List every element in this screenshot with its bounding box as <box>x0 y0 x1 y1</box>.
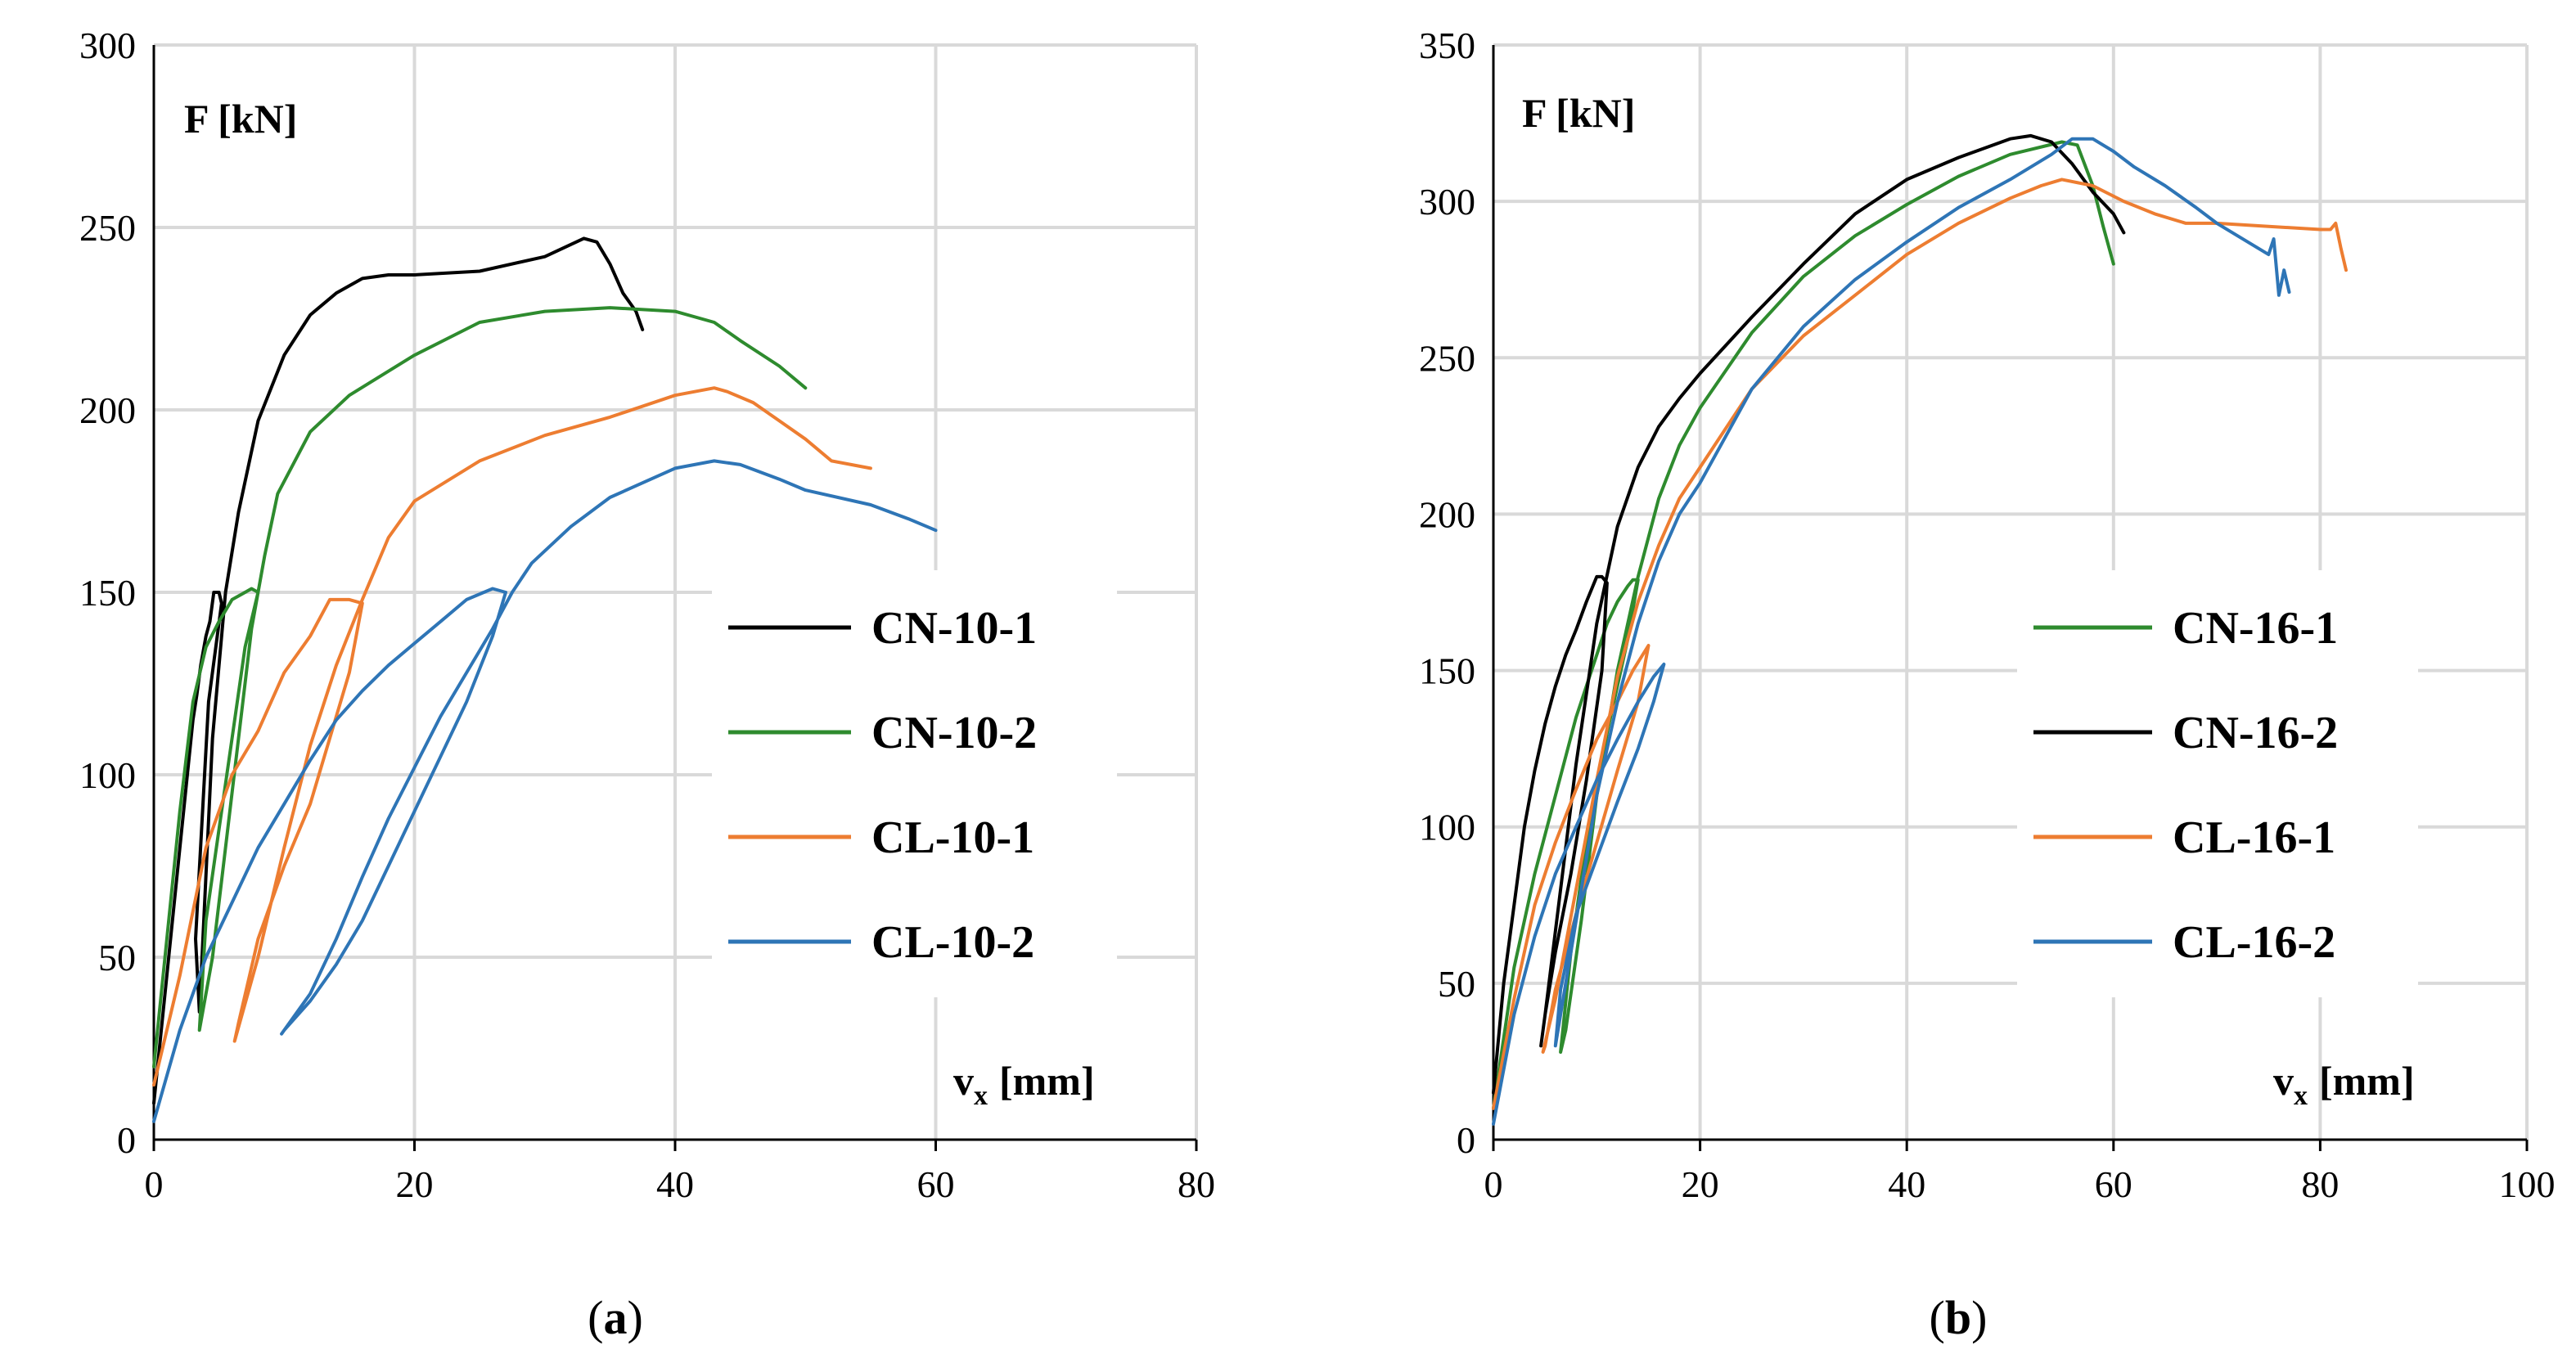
legend-label: CN-10-2 <box>871 708 1037 758</box>
series-line-cl-16-2 <box>1492 137 2291 1126</box>
tick-labels: 0 20 40 60 80 100 0 50 100 150 200 250 300 350 <box>1419 25 2556 1205</box>
y-axis-label: F [kN] <box>1522 90 1635 136</box>
series-line-cl-10-1 <box>152 386 872 1087</box>
y-tick-label: 100 <box>79 754 136 796</box>
tick-labels: 0 20 40 60 80 0 50 100 150 200 250 300 <box>79 25 1215 1205</box>
x-tick-label: 0 <box>145 1163 164 1205</box>
series-line-cl-10-2 <box>152 459 938 1123</box>
y-tick-label: 250 <box>79 207 136 249</box>
x-axis-label-main: v <box>953 1058 974 1104</box>
y-axis-label: F [kN] <box>184 96 297 142</box>
x-axis-label-unit: [mm] <box>2319 1058 2415 1104</box>
y-tick-label: 0 <box>1457 1119 1475 1161</box>
series-line-cl-16-1 <box>1492 178 2348 1110</box>
x-tick-label: 60 <box>917 1163 955 1205</box>
x-axis-label-sub: x <box>974 1081 988 1111</box>
legend-label: CN-16-2 <box>2173 708 2338 758</box>
x-axis-label-main: v <box>2273 1058 2294 1104</box>
legend-label: CN-16-1 <box>2173 603 2338 654</box>
legend-label: CL-16-2 <box>2173 917 2335 968</box>
y-tick-label: 50 <box>1438 963 1475 1005</box>
y-tick-label: 350 <box>1419 25 1475 66</box>
series-line-cn-16-2 <box>1492 133 2126 1095</box>
y-tick-label: 150 <box>1419 650 1475 692</box>
panel-caption-a: (a) <box>588 1291 643 1344</box>
legend-label: CL-10-1 <box>871 812 1034 863</box>
legend-label: CN-10-1 <box>871 603 1037 654</box>
y-tick-label: 200 <box>1419 493 1475 535</box>
x-axis-label-unit: [mm] <box>999 1058 1095 1104</box>
x-tick-label: 0 <box>1484 1163 1503 1205</box>
y-tick-label: 150 <box>79 572 136 614</box>
panel-caption-b-letter: b <box>1945 1291 1971 1344</box>
y-tick-label: 250 <box>1419 337 1475 379</box>
series-line-cn-10-1 <box>152 236 645 1105</box>
series-line-cn-10-2 <box>152 306 808 1068</box>
y-tick-label: 50 <box>98 937 136 978</box>
chart-panel-b: 0 20 40 60 80 100 0 50 100 150 200 250 300 350 F [kN]… <box>1419 25 2556 1344</box>
legend-label: CL-10-2 <box>871 917 1034 968</box>
x-axis-label-sub: x <box>2294 1081 2308 1111</box>
series-lines <box>152 236 938 1123</box>
x-axis-label: vx [mm] <box>953 1058 1095 1111</box>
y-tick-label: 300 <box>1419 181 1475 223</box>
series-lines <box>1492 133 2348 1126</box>
legend: CN-16-1 CN-16-2 CL-16-1 CL-16-2 <box>2017 570 2418 997</box>
legend-label: CL-16-1 <box>2173 812 2335 863</box>
x-tick-label: 100 <box>2499 1163 2556 1205</box>
y-tick-label: 0 <box>117 1119 136 1161</box>
x-tick-label: 20 <box>1682 1163 1719 1205</box>
x-tick-label: 60 <box>2095 1163 2132 1205</box>
y-tick-label: 300 <box>79 25 136 66</box>
legend-background <box>2017 570 2418 997</box>
x-tick-label: 80 <box>2301 1163 2339 1205</box>
y-tick-label: 100 <box>1419 807 1475 848</box>
x-axis-label: vx [mm] <box>2273 1058 2415 1111</box>
chart-panel-a: 0 20 40 60 80 0 50 100 150 200 250 300 F [kN] vx [mm… <box>79 25 1215 1344</box>
legend-background <box>712 570 1117 997</box>
gridlines <box>154 43 1198 1140</box>
y-tick-label: 200 <box>79 389 136 431</box>
x-tick-label: 20 <box>396 1163 434 1205</box>
x-tick-label: 40 <box>656 1163 694 1205</box>
panel-caption-b: (b) <box>1930 1291 1988 1344</box>
panel-caption-a-letter: a <box>604 1291 628 1344</box>
legend: CN-10-1 CN-10-2 CL-10-1 CL-10-2 <box>712 570 1117 997</box>
x-tick-label: 80 <box>1178 1163 1215 1205</box>
x-tick-label: 40 <box>1888 1163 1925 1205</box>
